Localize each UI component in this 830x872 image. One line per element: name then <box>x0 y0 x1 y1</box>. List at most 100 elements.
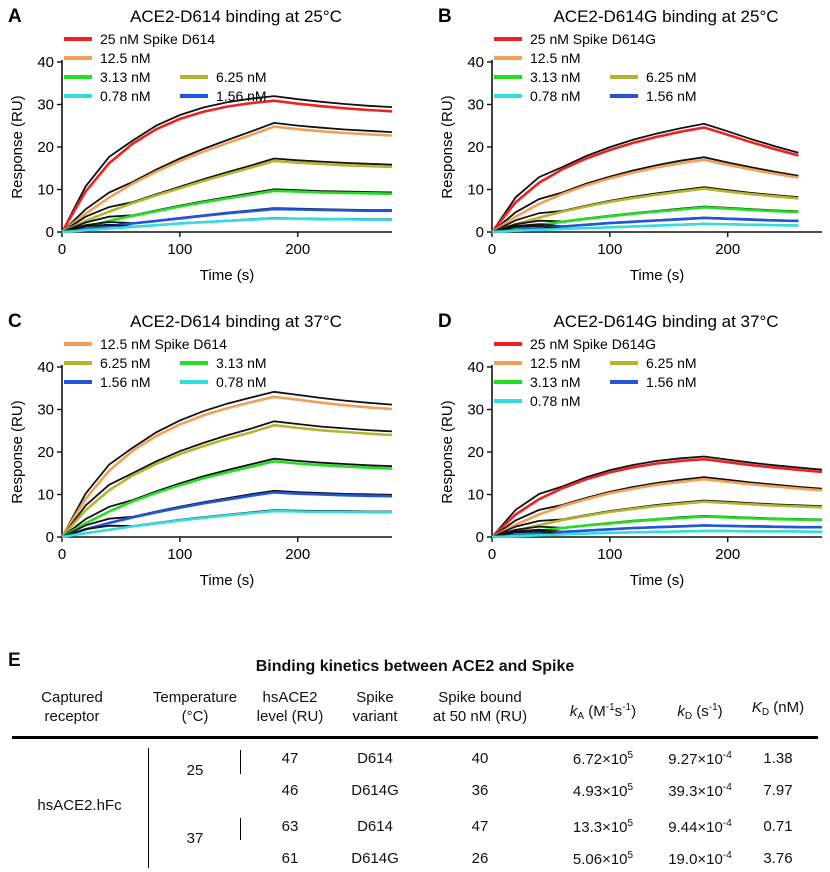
kd-cell: 9.27×10-4 <box>668 750 732 768</box>
legend-label: 3.13 nM <box>100 69 151 85</box>
group-divider-37 <box>240 818 241 840</box>
fit-curve-6-25-nm <box>491 187 799 234</box>
panel-letter: D <box>438 311 452 332</box>
legend-label: 3.13 nM <box>530 69 581 85</box>
legend-label: 12.5 nM <box>530 50 581 66</box>
legend-label: 0.78 nM <box>216 374 267 390</box>
legend-label: 25 nM Spike D614G <box>530 336 656 352</box>
legend-label: 25 nM Spike D614G <box>530 31 656 47</box>
legend-label: 25 nM Spike D614 <box>100 31 215 47</box>
KD-cell: 1.38 <box>763 750 793 767</box>
chart-panel-a: A ACE2-D614 binding at 25°C 0 10 20 30 40 0 100 2… <box>0 0 400 300</box>
kinetics-table-panel: E Binding kinetics between ACE2 and Spik… <box>0 650 830 872</box>
legend-label: 6.25 nM <box>646 355 697 371</box>
y-tick-label: 0 <box>46 529 54 546</box>
measured-curve <box>61 95 393 233</box>
panel-letter-e: E <box>8 650 21 671</box>
ace2-level-cell: 63 <box>281 818 299 835</box>
fit-curve-6-25-nm <box>491 500 823 539</box>
chart-panel-d: D ACE2-D614G binding at 37°C 0 10 20 30 40 0 100… <box>430 305 830 605</box>
chart-title: ACE2-D614 binding at 25°C <box>130 7 342 26</box>
y-tick-label: 40 <box>37 359 54 376</box>
x-axis-label: Time (s) <box>630 572 684 589</box>
group-divider-left <box>148 748 149 868</box>
fit-curve-0-78-nm <box>61 217 392 234</box>
y-tick-label: 10 <box>37 487 54 504</box>
fit-curve-12-5-nm <box>491 158 799 234</box>
table-header-rule <box>12 736 818 739</box>
spike-variant-cell: D614 <box>357 750 393 767</box>
y-axis-label: Response (RU) <box>9 95 26 198</box>
y-axis-label: Response (RU) <box>9 400 26 503</box>
x-axis-label: Time (s) <box>200 267 254 284</box>
panel-letter: C <box>8 311 22 332</box>
fit-curve-1-56-nm <box>61 491 393 539</box>
legend-label: 6.25 nM <box>100 355 151 371</box>
panel-letter: B <box>438 6 452 27</box>
binding-chart-a: A ACE2-D614 binding at 25°C 0 10 20 30 40 0 100 2… <box>8 6 393 284</box>
fit-curve-0-78-nm <box>491 222 799 234</box>
y-tick-label: 40 <box>467 359 484 376</box>
y-tick-label: 30 <box>37 97 54 114</box>
ka-cell: 5.06×105 <box>572 850 634 868</box>
y-tick-label: 30 <box>37 402 54 419</box>
x-tick-label: 200 <box>285 546 310 563</box>
legend-label: 0.78 nM <box>530 88 581 104</box>
x-tick-label: 200 <box>715 241 740 258</box>
spike-variant-cell: D614G <box>351 850 399 867</box>
chart-title: ACE2-D614G binding at 25°C <box>553 7 778 26</box>
binding-chart-d: D ACE2-D614G binding at 37°C 0 10 20 30 40 0 100… <box>438 311 823 589</box>
legend-label: 0.78 nM <box>530 393 581 409</box>
y-axis-label: Response (RU) <box>439 400 456 503</box>
y-tick-label: 20 <box>37 139 54 156</box>
spike-bound-cell: 26 <box>471 850 489 867</box>
ace2-level-cell: 61 <box>281 850 299 867</box>
chart-panel-c: C ACE2-D614 binding at 37°C 0 10 20 30 40 0 100 2… <box>0 305 400 605</box>
col-header-receptor: Captured receptor <box>41 689 103 725</box>
y-tick-label: 10 <box>467 182 484 199</box>
fit-curve-12-5-nm <box>491 477 823 539</box>
ace2-level-cell: 46 <box>281 782 299 799</box>
binding-chart-b: B ACE2-D614G binding at 25°C 0 10 20 30 40 0 100… <box>438 6 822 284</box>
legend-label: 6.25 nM <box>646 69 697 85</box>
fit-curve-0-78-nm <box>491 529 823 539</box>
legend-label: 1.56 nM <box>646 374 697 390</box>
x-tick-label: 100 <box>167 546 192 563</box>
col-header-spike-variant: Spike variant <box>352 689 398 725</box>
legend-label: 1.56 nM <box>100 374 151 390</box>
legend-label: 0.78 nM <box>100 88 151 104</box>
spike-bound-cell: 36 <box>471 782 489 799</box>
y-tick-label: 0 <box>46 224 54 241</box>
KD-cell: 0.71 <box>763 818 793 835</box>
fit-curve-0-78-nm <box>61 509 392 539</box>
measured-curve <box>61 157 393 233</box>
col-header-ka: kA (M-1s-1) <box>569 702 637 722</box>
y-tick-label: 40 <box>467 54 484 71</box>
fit-curve-25-nm-spike-d614 <box>60 99 393 233</box>
ka-cell: 6.72×105 <box>572 750 634 768</box>
y-tick-label: 10 <box>37 182 54 199</box>
x-tick-label: 0 <box>488 546 496 563</box>
chart-title: ACE2-D614G binding at 37°C <box>553 312 778 331</box>
x-tick-label: 0 <box>58 241 66 258</box>
fit-curve-3-13-nm <box>61 189 393 234</box>
measured-curve <box>61 121 393 233</box>
measured-curve <box>61 390 393 538</box>
x-tick-label: 200 <box>715 546 740 563</box>
col-header-KD: KD (nM) <box>751 699 805 718</box>
col-header-temperature: Temperature (°C) <box>152 689 238 725</box>
y-tick-label: 20 <box>467 139 484 156</box>
y-tick-label: 10 <box>467 487 484 504</box>
legend-label: 3.13 nM <box>530 374 581 390</box>
measured-curve <box>491 156 799 233</box>
col-header-kd: kD (s-1) <box>677 702 723 722</box>
chart-title: ACE2-D614 binding at 37°C <box>130 312 342 331</box>
y-tick-label: 20 <box>467 444 484 461</box>
fit-curve-25-nm-spike-d614g <box>490 126 799 233</box>
col-header-spike-bound: Spike bound at 50 nM (RU) <box>432 689 528 725</box>
KD-cell: 3.76 <box>763 850 793 867</box>
binding-chart-c: C ACE2-D614 binding at 37°C 0 10 20 30 40 0 100 2… <box>8 311 393 589</box>
y-tick-label: 20 <box>37 444 54 461</box>
y-tick-label: 30 <box>467 402 484 419</box>
kd-cell: 39.3×10-4 <box>668 782 732 800</box>
